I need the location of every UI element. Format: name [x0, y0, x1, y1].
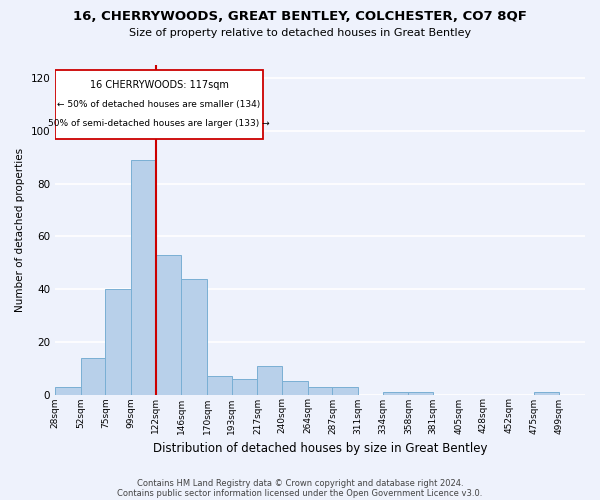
Bar: [81, 358, 106, 395]
Text: Contains HM Land Registry data © Crown copyright and database right 2024.: Contains HM Land Registry data © Crown c…: [137, 478, 463, 488]
Bar: [55, 386, 81, 394]
Text: ← 50% of detached houses are smaller (134): ← 50% of detached houses are smaller (13…: [58, 100, 260, 109]
Text: Contains public sector information licensed under the Open Government Licence v3: Contains public sector information licen…: [118, 488, 482, 498]
Bar: [232, 378, 257, 394]
Bar: [131, 160, 156, 394]
Bar: [257, 366, 282, 394]
Bar: [409, 392, 433, 394]
Bar: [181, 278, 207, 394]
Text: 50% of semi-detached houses are larger (133) →: 50% of semi-detached houses are larger (…: [48, 119, 270, 128]
Bar: [106, 289, 131, 395]
Bar: [383, 392, 409, 394]
Bar: [156, 255, 181, 394]
FancyBboxPatch shape: [55, 70, 263, 139]
Text: Size of property relative to detached houses in Great Bentley: Size of property relative to detached ho…: [129, 28, 471, 38]
Bar: [308, 386, 332, 394]
Text: 16 CHERRYWOODS: 117sqm: 16 CHERRYWOODS: 117sqm: [89, 80, 229, 90]
Y-axis label: Number of detached properties: Number of detached properties: [15, 148, 25, 312]
Bar: [282, 382, 308, 394]
Text: 16, CHERRYWOODS, GREAT BENTLEY, COLCHESTER, CO7 8QF: 16, CHERRYWOODS, GREAT BENTLEY, COLCHEST…: [73, 10, 527, 23]
Bar: [332, 386, 358, 394]
X-axis label: Distribution of detached houses by size in Great Bentley: Distribution of detached houses by size …: [153, 442, 487, 455]
Bar: [207, 376, 232, 394]
Bar: [533, 392, 559, 394]
